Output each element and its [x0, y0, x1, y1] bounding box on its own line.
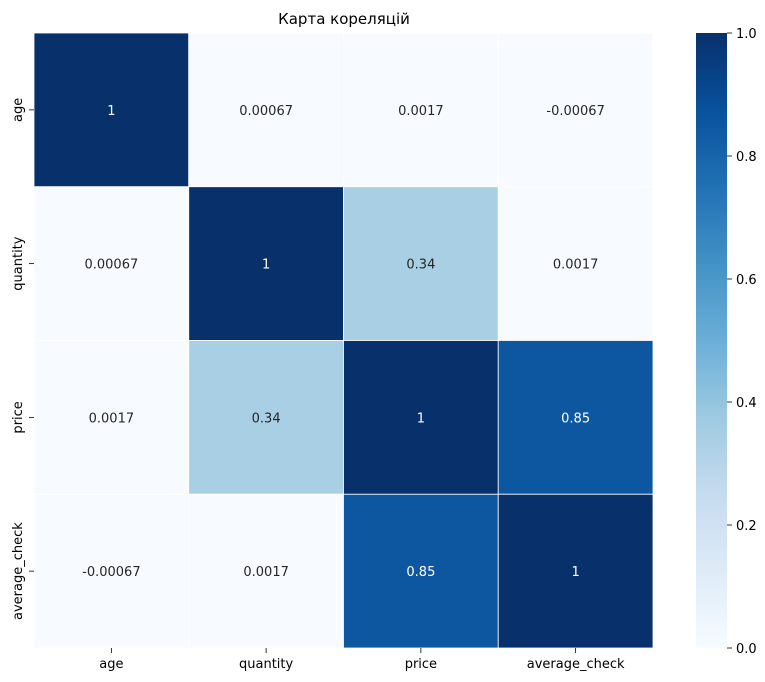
heatmap-cell-labels: 1 0.00067 0.0017 -0.00067 0.00067 1 0.34 0.0017… [82, 104, 605, 580]
colorbar-ticks: 0.0 0.2 0.4 0.6 0.8 1.0 [727, 27, 757, 657]
heatmap-cell-price-average_check [497, 340, 654, 495]
y-tick-label-average_check: average_check [11, 522, 26, 620]
cell-value-quantity-quantity: 1 [262, 258, 270, 273]
cell-value-average_check-quantity: 0.0017 [243, 565, 289, 580]
x-axis: age quantity price average_check [99, 648, 625, 672]
chart-title: Карта кореляцій [278, 10, 410, 28]
x-tick-label-price: price [405, 657, 437, 672]
colorbar-tick-label-2: 0.4 [736, 396, 757, 411]
cell-value-age-quantity: 0.00067 [239, 104, 293, 119]
colorbar-tick-label-3: 0.6 [736, 273, 757, 288]
y-tick-label-age: age [11, 98, 26, 122]
cell-value-age-age: 1 [107, 104, 115, 119]
heatmap-cell-average_check-price [343, 493, 499, 649]
heatmap-cell-age-quantity [188, 32, 344, 188]
cell-value-age-price: 0.0017 [398, 104, 444, 119]
cell-value-age-average_check: -0.00067 [546, 104, 604, 119]
colorbar-tick-label-4: 0.8 [736, 150, 757, 165]
cell-value-average_check-price: 0.85 [406, 565, 435, 580]
heatmap-cell-quantity-quantity [188, 186, 344, 341]
heatmap-cell-average_check-average_check [497, 493, 654, 649]
cell-value-average_check-age: -0.00067 [82, 565, 140, 580]
colorbar-tick-label-1: 0.2 [736, 519, 757, 534]
y-tick-label-quantity: quantity [11, 236, 26, 291]
heatmap-cell-age-age [33, 32, 190, 188]
cell-value-quantity-price: 0.34 [406, 258, 435, 273]
heatmap-cells [33, 32, 654, 649]
cell-value-price-quantity: 0.34 [252, 411, 281, 426]
colorbar-tick-label-0: 0.0 [736, 642, 757, 657]
y-tick-label-price: price [11, 401, 26, 433]
colorbar: 0.0 0.2 0.4 0.6 0.8 1.0 [696, 27, 757, 657]
x-tick-label-average_check: average_check [527, 657, 625, 672]
heatmap-cell-quantity-average_check [497, 186, 654, 341]
cell-value-quantity-age: 0.00067 [84, 258, 138, 273]
cell-value-average_check-average_check: 1 [571, 565, 579, 580]
heatmap-cell-quantity-price [343, 186, 499, 341]
heatmap-cell-age-average_check [497, 32, 654, 188]
cell-value-quantity-average_check: 0.0017 [553, 258, 599, 273]
y-axis: age quantity price average_check [11, 98, 34, 620]
colorbar-gradient [696, 33, 727, 648]
heatmap-cell-average_check-age [33, 493, 190, 649]
heatmap-cell-average_check-quantity [188, 493, 344, 649]
colorbar-tick-label-5: 1.0 [736, 27, 757, 42]
cell-value-price-average_check: 0.85 [561, 411, 590, 426]
x-tick-label-age: age [99, 657, 123, 672]
x-tick-label-quantity: quantity [239, 657, 294, 672]
cell-value-price-price: 1 [417, 411, 425, 426]
heatmap-cell-price-quantity [188, 340, 344, 495]
heatmap-cell-quantity-age [33, 186, 190, 341]
heatmap-cell-age-price [343, 32, 499, 188]
cell-value-price-age: 0.0017 [89, 411, 135, 426]
